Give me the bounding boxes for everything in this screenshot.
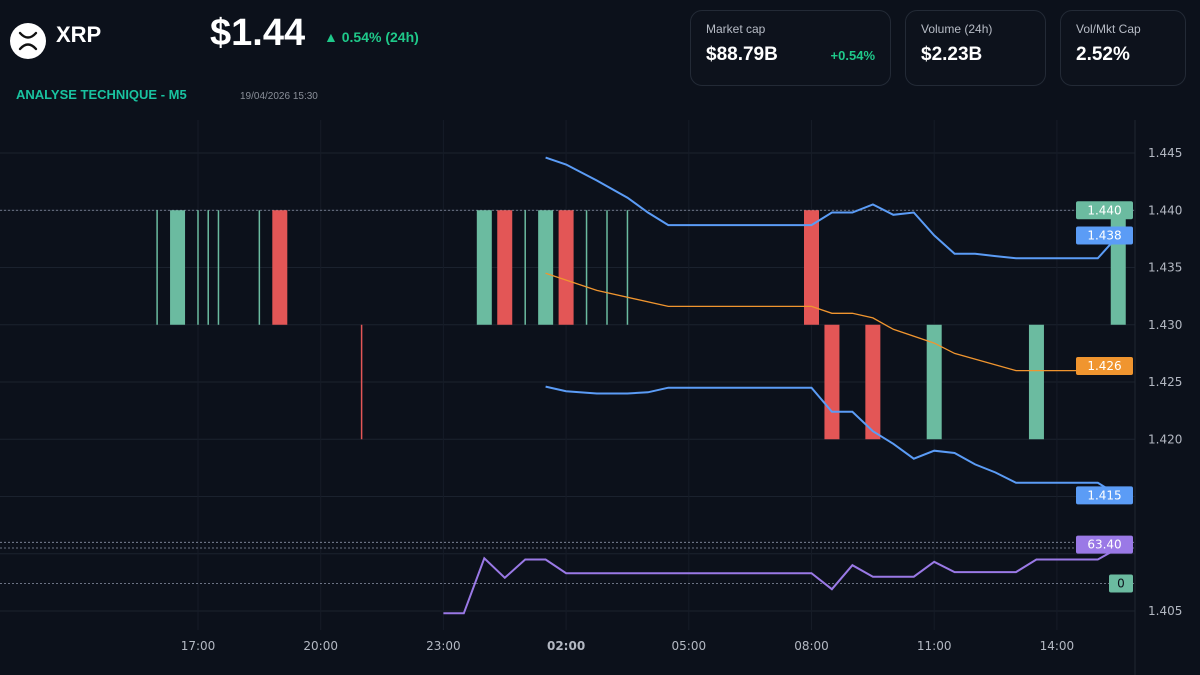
bull-candle xyxy=(156,210,158,325)
y-tick-label: 1.405 xyxy=(1148,604,1182,618)
price-badge-bg xyxy=(1076,226,1133,245)
price-badge-text: 1.440 xyxy=(1087,203,1121,217)
x-tick-label: 08:00 xyxy=(794,639,829,653)
price-badge-text: 1.426 xyxy=(1087,359,1121,373)
stat-value: 2.52% xyxy=(1076,44,1130,65)
x-tick-label: 14:00 xyxy=(1040,639,1075,653)
indicator-line xyxy=(443,547,1119,615)
stat-value: $88.79B xyxy=(706,44,778,65)
xrp-logo-icon xyxy=(10,23,46,59)
bull-candle xyxy=(207,210,209,325)
bear-candle xyxy=(824,324,840,440)
bull-candle xyxy=(1028,324,1044,440)
x-tick-label: 05:00 xyxy=(672,639,707,653)
price-badge-bg xyxy=(1076,535,1133,554)
price-badge-bg xyxy=(1076,356,1133,375)
x-tick-label: 11:00 xyxy=(917,639,952,653)
y-tick-label: 1.425 xyxy=(1148,375,1182,389)
bear-candle xyxy=(558,210,574,325)
symbol: XRP xyxy=(56,22,102,47)
price-badge-bg xyxy=(1076,201,1133,220)
bull-candle xyxy=(585,210,588,325)
lower-line xyxy=(545,385,1119,497)
timestamp: 19/04/2026 15:30 xyxy=(240,91,318,102)
y-tick-label: 1.440 xyxy=(1148,203,1182,217)
price-badge: 1.440 xyxy=(1076,201,1133,220)
stat-label: Volume (24h) xyxy=(921,22,993,36)
volume-card: Volume (24h) $2.23B xyxy=(905,10,1046,86)
price-badge-text: 1.438 xyxy=(1087,228,1121,242)
x-tick-label: 02:00 xyxy=(547,639,585,653)
stat-label: Market cap xyxy=(706,22,766,36)
y-tick-label: 1.420 xyxy=(1148,432,1182,446)
bull-candle xyxy=(258,210,261,325)
bull-candle xyxy=(170,210,186,325)
bull-candle xyxy=(476,210,492,325)
bull-candle xyxy=(197,210,199,325)
price-badge-bg xyxy=(1076,486,1133,505)
bull-candle xyxy=(606,210,608,325)
middle-line xyxy=(545,272,1119,372)
stat-label: Vol/Mkt Cap xyxy=(1076,22,1141,36)
price-badge: 63.40 xyxy=(1076,535,1133,554)
y-tick-label: 1.430 xyxy=(1148,318,1182,332)
bear-candle xyxy=(272,210,288,325)
stat-value: $2.23B xyxy=(921,44,983,65)
price-badge-text: 1.415 xyxy=(1087,488,1121,502)
y-tick-label: 1.445 xyxy=(1148,146,1182,160)
current-price: $1.44 xyxy=(210,12,306,54)
bear-candle xyxy=(804,210,819,325)
x-tick-label: 23:00 xyxy=(426,639,461,653)
bear-candle xyxy=(865,324,881,440)
price-badge: 1.426 xyxy=(1076,356,1133,375)
analysis-label: ANALYSE TECHNIQUE - M5 xyxy=(16,87,187,102)
vol-mkt-cap-card: Vol/Mkt Cap 2.52% xyxy=(1060,10,1186,86)
stat-change: +0.54% xyxy=(830,48,875,63)
bull-candle xyxy=(926,324,942,440)
price-change: ▲ 0.54% (24h) xyxy=(324,29,419,45)
x-tick-label: 17:00 xyxy=(181,639,216,653)
bull-candle xyxy=(538,210,554,325)
bull-candle xyxy=(524,210,526,325)
x-tick-label: 20:00 xyxy=(303,639,338,653)
bull-candle xyxy=(626,210,629,325)
price-badge-text: 0 xyxy=(1117,577,1125,591)
price-badge-bg xyxy=(1109,574,1133,593)
upper-line xyxy=(545,156,1120,260)
price-badge: 1.438 xyxy=(1076,226,1133,245)
price-badge: 0 xyxy=(1109,574,1133,593)
y-tick-label: 1.435 xyxy=(1148,261,1182,275)
plot-area xyxy=(0,120,1135,630)
bear-candle xyxy=(360,324,363,440)
bull-candle xyxy=(217,210,220,325)
bear-candle xyxy=(497,210,513,325)
price-badge-text: 63.40 xyxy=(1087,538,1121,552)
price-badge: 1.415 xyxy=(1076,486,1133,505)
market-cap-card: Market cap $88.79B +0.54% xyxy=(690,10,891,86)
